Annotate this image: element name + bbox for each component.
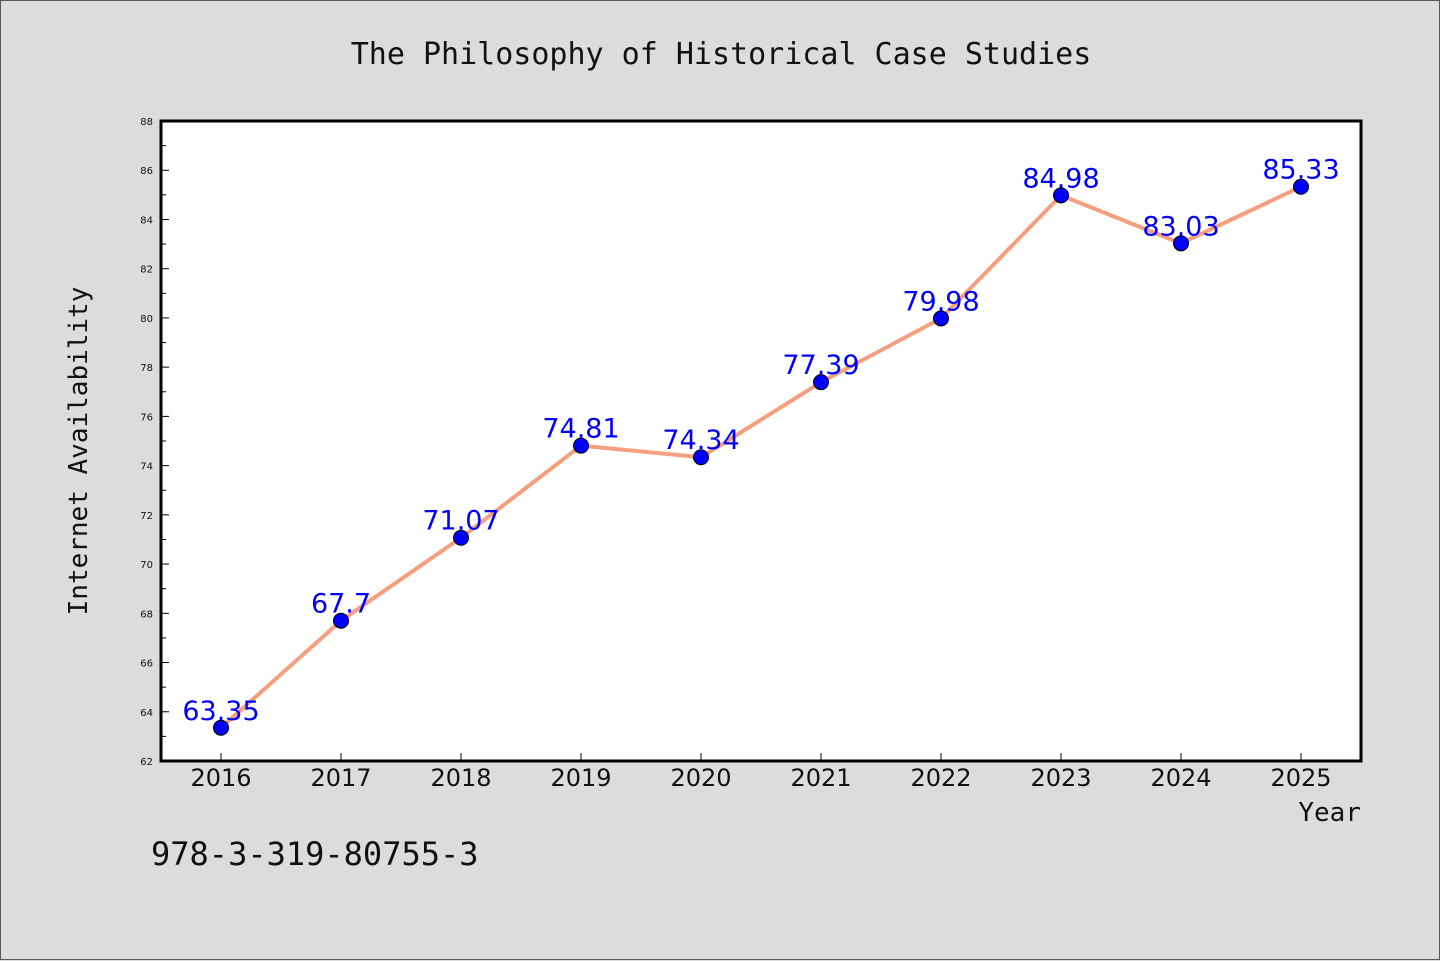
data-label: 71.07 <box>422 506 499 537</box>
y-tick-label: 66 <box>140 659 153 670</box>
x-tick-label: 2025 <box>1270 764 1331 792</box>
data-labels: 63.35 67.7 71.07 74.81 74.34 77.39 79.98 84.98 8… <box>182 155 1339 727</box>
data-label: 77.39 <box>782 350 859 381</box>
y-tick-label: 70 <box>140 560 153 571</box>
x-axis-label: Year <box>1298 798 1361 828</box>
y-tick-label: 86 <box>140 166 153 177</box>
x-tick-label: 2023 <box>1030 764 1091 792</box>
y-tick-label: 80 <box>140 314 153 325</box>
x-tick-label: 2022 <box>910 764 971 792</box>
data-point <box>813 374 829 391</box>
x-tick-label: 2019 <box>550 764 611 792</box>
data-point <box>1173 235 1189 252</box>
data-point <box>333 612 349 629</box>
plot-area <box>159 119 1363 763</box>
x-tick-label: 2021 <box>790 764 851 792</box>
y-axis-label: Internet Availability <box>64 287 94 616</box>
y-axis: 62 64 66 68 70 72 74 76 78 80 82 84 86 88 <box>140 117 169 768</box>
data-label: 79.98 <box>902 286 979 317</box>
data-label: 74.81 <box>542 414 619 445</box>
x-tick-label: 2016 <box>190 764 251 792</box>
data-label: 74.34 <box>662 425 739 456</box>
data-point <box>693 449 709 466</box>
data-label: 63.35 <box>182 696 259 727</box>
y-tick-label: 72 <box>140 511 153 522</box>
series-group <box>213 178 1309 736</box>
y-tick-label: 68 <box>140 609 153 620</box>
y-tick-label: 76 <box>140 412 153 423</box>
data-point <box>933 310 949 327</box>
y-tick-label: 84 <box>140 215 153 226</box>
data-label: 67.7 <box>311 589 371 620</box>
series-line <box>219 184 1302 730</box>
x-tick-label: 2017 <box>310 764 371 792</box>
footer-isbn: 978-3-319-80755-3 <box>151 835 479 873</box>
chart-title: The Philosophy of Historical Case Studie… <box>351 37 1092 72</box>
x-tick-label: 2020 <box>670 764 731 792</box>
data-point <box>213 719 229 736</box>
y-tick-label: 74 <box>140 462 153 473</box>
data-point <box>1053 187 1069 204</box>
y-tick-label: 78 <box>140 363 153 374</box>
data-label: 83.03 <box>1142 211 1219 242</box>
x-axis: 2016 2017 2018 2019 2020 2021 2022 2023 2024 2025 <box>190 753 1332 792</box>
data-point <box>453 529 469 546</box>
y-tick-label: 82 <box>140 265 153 276</box>
data-label: 85.33 <box>1262 155 1339 186</box>
x-tick-label: 2024 <box>1150 764 1211 792</box>
y-tick-label: 62 <box>140 757 153 768</box>
data-point <box>1293 178 1309 195</box>
y-tick-label: 88 <box>140 117 153 128</box>
y-tick-label: 64 <box>140 708 153 719</box>
data-label: 84.98 <box>1022 163 1099 194</box>
data-point <box>573 437 589 454</box>
x-tick-label: 2018 <box>430 764 491 792</box>
